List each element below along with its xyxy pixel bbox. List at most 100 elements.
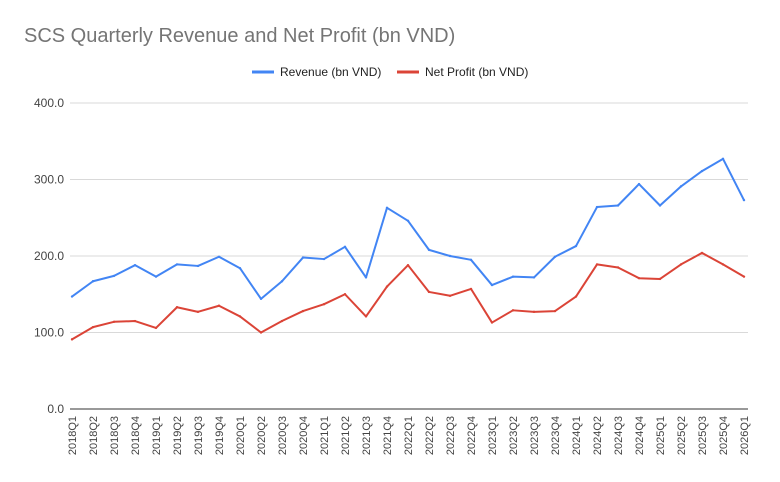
data-point-revenue	[721, 157, 725, 161]
data-point-revenue	[553, 255, 557, 258]
data-point-net-profit	[595, 263, 599, 266]
x-tick-label: 2023Q2	[508, 416, 520, 455]
data-point-net-profit	[217, 304, 221, 307]
data-point-revenue	[616, 204, 620, 207]
data-point-net-profit	[448, 294, 452, 297]
data-point-net-profit	[280, 319, 284, 323]
data-point-net-profit	[364, 315, 368, 318]
data-point-net-profit	[511, 309, 515, 312]
y-tick-label: 100.0	[34, 326, 64, 340]
data-point-net-profit	[721, 263, 725, 266]
data-point-net-profit	[574, 295, 578, 298]
x-tick-label: 2025Q1	[655, 416, 667, 455]
data-point-revenue	[112, 274, 116, 278]
data-point-revenue	[511, 275, 515, 278]
data-point-revenue	[259, 297, 263, 301]
x-tick-label: 2021Q4	[382, 416, 394, 455]
data-point-net-profit	[259, 331, 263, 334]
data-point-net-profit	[742, 275, 746, 278]
x-tick-label: 2025Q3	[697, 416, 709, 455]
data-point-revenue	[301, 256, 305, 259]
data-point-net-profit	[133, 319, 137, 323]
data-point-revenue	[448, 254, 452, 258]
data-point-revenue	[217, 255, 221, 258]
x-tick-label: 2024Q4	[634, 416, 646, 455]
x-tick-label: 2022Q1	[403, 416, 415, 455]
x-tick-label: 2021Q3	[361, 416, 373, 455]
legend: Revenue (bn VND) Net Profit (bn VND)	[252, 65, 528, 79]
x-tick-label: 2019Q1	[151, 416, 163, 455]
data-point-net-profit	[616, 266, 620, 269]
y-tick-label: 0.0	[47, 402, 64, 416]
data-point-net-profit	[700, 251, 704, 255]
data-point-revenue	[133, 263, 137, 267]
data-point-revenue	[406, 219, 410, 223]
data-point-revenue	[700, 169, 704, 173]
x-tick-label: 2020Q4	[298, 416, 310, 455]
data-point-net-profit	[553, 309, 557, 313]
data-point-net-profit	[154, 326, 158, 330]
data-point-net-profit	[406, 263, 410, 267]
data-point-revenue	[637, 182, 641, 186]
x-tick-label: 2021Q2	[340, 416, 352, 455]
x-tick-label: 2024Q3	[613, 416, 625, 455]
data-point-revenue	[196, 264, 200, 268]
data-point-net-profit	[175, 306, 179, 309]
data-point-revenue	[490, 283, 494, 287]
gridlines	[70, 102, 748, 410]
data-point-net-profit	[322, 302, 326, 306]
x-tick-label: 2021Q1	[319, 416, 331, 455]
data-point-revenue	[532, 276, 536, 279]
data-point-net-profit	[469, 287, 473, 291]
data-point-net-profit	[658, 277, 662, 281]
y-tick-label: 300.0	[34, 173, 64, 187]
data-point-net-profit	[238, 315, 242, 318]
x-tick-label: 2018Q2	[88, 416, 100, 455]
x-tick-label: 2025Q2	[676, 416, 688, 455]
x-tick-label: 2023Q4	[550, 416, 562, 455]
data-point-net-profit	[112, 320, 116, 323]
data-point-revenue	[322, 257, 326, 261]
data-point-net-profit	[385, 285, 389, 288]
data-point-net-profit	[91, 325, 95, 329]
data-point-net-profit	[70, 338, 74, 341]
x-tick-label: 2026Q1	[739, 416, 751, 455]
data-point-net-profit	[196, 310, 200, 314]
x-tick-label: 2022Q4	[466, 416, 478, 455]
data-point-revenue	[364, 276, 368, 279]
data-point-revenue	[427, 248, 431, 252]
x-tick-label: 2023Q1	[487, 416, 499, 455]
series-lines	[71, 157, 745, 341]
data-point-net-profit	[679, 263, 683, 266]
x-tick-label: 2025Q4	[718, 416, 730, 455]
data-point-net-profit	[427, 290, 431, 294]
x-tick-label: 2022Q3	[445, 416, 457, 455]
chart-title: SCS Quarterly Revenue and Net Profit (bn…	[24, 25, 455, 47]
data-point-revenue	[658, 204, 662, 207]
data-point-revenue	[742, 198, 746, 202]
x-tick-label: 2020Q3	[277, 416, 289, 455]
data-point-revenue	[175, 263, 179, 266]
x-tick-label: 2018Q4	[130, 416, 142, 455]
y-axis: 0.0 100.0 200.0 300.0 400.0	[34, 96, 64, 416]
y-tick-label: 200.0	[34, 249, 64, 263]
x-tick-label: 2018Q1	[67, 416, 79, 455]
x-tick-label: 2018Q3	[109, 416, 121, 455]
data-point-net-profit	[490, 321, 494, 324]
x-tick-label: 2024Q2	[592, 416, 604, 455]
y-tick-label: 400.0	[34, 96, 64, 110]
data-point-net-profit	[637, 276, 641, 280]
x-tick-label: 2022Q2	[424, 416, 436, 455]
x-tick-label: 2019Q4	[214, 416, 226, 455]
x-tick-label: 2024Q1	[571, 416, 583, 455]
x-tick-label: 2019Q2	[172, 416, 184, 455]
data-point-revenue	[154, 275, 158, 278]
data-point-net-profit	[532, 310, 536, 314]
data-point-revenue	[679, 185, 683, 188]
data-point-revenue	[574, 244, 578, 248]
x-tick-label: 2019Q3	[193, 416, 205, 455]
x-axis: 2018Q1 2018Q2 2018Q3 2018Q4 2019Q1 2019Q2 2019…	[67, 416, 751, 455]
data-point-revenue	[595, 205, 599, 209]
